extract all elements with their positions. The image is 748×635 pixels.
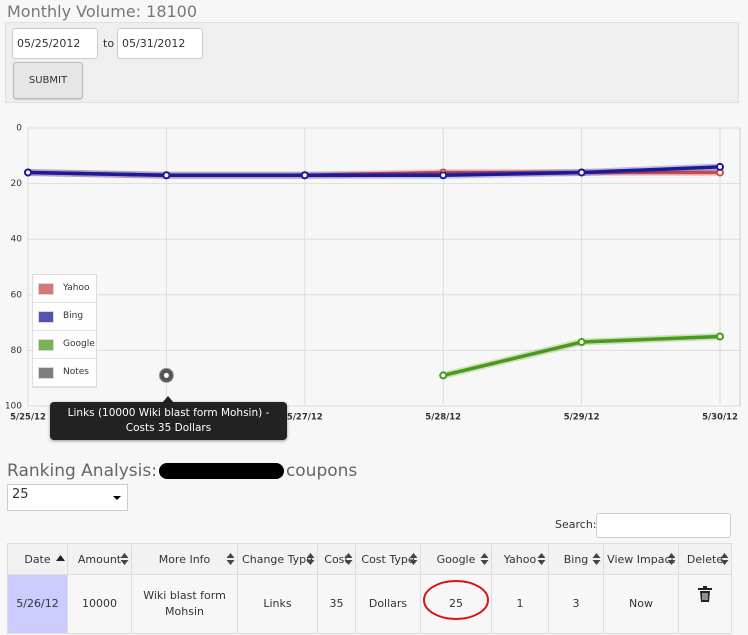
x-tick-label: 5/29/12 [564, 413, 600, 423]
column-header[interactable]: Change Type [237, 543, 318, 575]
ranking-title: Ranking Analysis: coupons [7, 461, 357, 481]
legend-item: Yahoo [33, 275, 96, 303]
legend: Yahoo Bing Google Notes [32, 274, 97, 388]
column-header[interactable]: Yahoo [491, 543, 549, 575]
column-header[interactable]: View Impact [603, 543, 679, 575]
submit-button[interactable]: SUBMIT [13, 62, 83, 99]
legend-label: Bing [63, 311, 84, 321]
ranking-title-start: Ranking Analysis: [7, 461, 157, 481]
point [577, 168, 586, 177]
redaction [158, 463, 284, 479]
legend-label: Yahoo [63, 283, 90, 293]
y-tick-label: 0 [16, 124, 22, 134]
series-line [27, 165, 721, 178]
table-cell: 1 [491, 574, 549, 634]
delete-cell [678, 574, 732, 634]
note-marker-dot [163, 372, 169, 378]
legend-item: Notes [33, 359, 96, 387]
column-header[interactable]: Date [7, 543, 68, 575]
page-size-value: 25 [12, 487, 29, 502]
legend-swatch [38, 311, 54, 323]
column-header[interactable]: More Info [131, 543, 238, 575]
point [716, 162, 724, 171]
search-label: Search: [555, 518, 597, 531]
point [716, 332, 724, 341]
legend-swatch [38, 367, 54, 379]
sort-icon [56, 555, 65, 561]
column-header[interactable]: Google [420, 543, 492, 575]
sort-icon [344, 553, 353, 565]
x-tick-label: 5/30/12 [702, 413, 738, 423]
column-header[interactable]: Bing [548, 543, 604, 575]
point [300, 171, 309, 180]
y-tick-label: 20 [11, 179, 23, 189]
point [577, 338, 586, 347]
chart: 0204060801005/25/125/26/125/27/125/28/12… [5, 124, 741, 423]
sort-icon [306, 553, 315, 565]
legend-item: Bing [33, 303, 96, 331]
table-cell: 35 [317, 574, 356, 634]
y-tick-label: 40 [11, 235, 23, 245]
y-tick-label: 100 [5, 402, 22, 412]
search-input[interactable] [596, 513, 731, 538]
point [439, 171, 448, 180]
legend-item: Google [33, 331, 96, 359]
tooltip-arrow [162, 396, 174, 403]
legend-label: Google [63, 339, 95, 349]
y-tick-label: 60 [11, 290, 23, 300]
x-tick-label: 5/28/12 [425, 413, 461, 423]
sort-icon [226, 553, 235, 565]
y-tick-label: 80 [11, 346, 23, 356]
sort-icon [592, 553, 601, 565]
page-title: Monthly Volume: 18100 [7, 2, 198, 21]
highlight-circle [423, 580, 489, 620]
legend-swatch [38, 283, 54, 295]
legend-swatch [38, 339, 54, 351]
note-tooltip: Links (10000 Wiki blast form Mohsin) - C… [50, 402, 287, 440]
delete-icon[interactable] [698, 586, 712, 602]
point [24, 168, 32, 177]
sort-icon [537, 553, 546, 565]
table-cell: 5/26/12 [7, 574, 68, 634]
table-cell: Wiki blast form Mohsin [131, 574, 238, 634]
point [162, 171, 171, 180]
ranking-table: Date Amount More Info Change Type Cost Cost T… [7, 543, 732, 634]
ranking-title-end: coupons [285, 461, 358, 481]
table-cell: Links [237, 574, 318, 634]
sort-icon [120, 553, 129, 565]
page-size-select[interactable]: 25 [7, 484, 128, 511]
to-date-input[interactable]: 05/31/2012 [117, 28, 203, 59]
column-header[interactable]: Cost [317, 543, 356, 575]
table-cell: 25 [420, 574, 492, 634]
x-tick-label: 5/25/12 [10, 413, 46, 423]
point [439, 371, 448, 380]
sort-icon [409, 553, 418, 565]
table-cell: Now [603, 574, 679, 634]
column-header[interactable]: Amount [67, 543, 132, 575]
legend-label: Notes [63, 367, 89, 377]
x-tick-label: 5/27/12 [287, 413, 323, 423]
sort-icon [720, 553, 729, 565]
column-header[interactable]: Cost Type [355, 543, 421, 575]
table-row: 5/26/12 10000 Wiki blast form Mohsin Links 3… [7, 574, 732, 634]
to-label: to [103, 37, 115, 50]
sort-icon [480, 553, 489, 565]
table-cell: 10000 [67, 574, 132, 634]
sort-icon [667, 553, 676, 565]
table-cell: 3 [548, 574, 604, 634]
column-header[interactable]: Delete [678, 543, 732, 575]
table-cell: Dollars [355, 574, 421, 634]
from-date-input[interactable]: 05/25/2012 [12, 28, 98, 59]
